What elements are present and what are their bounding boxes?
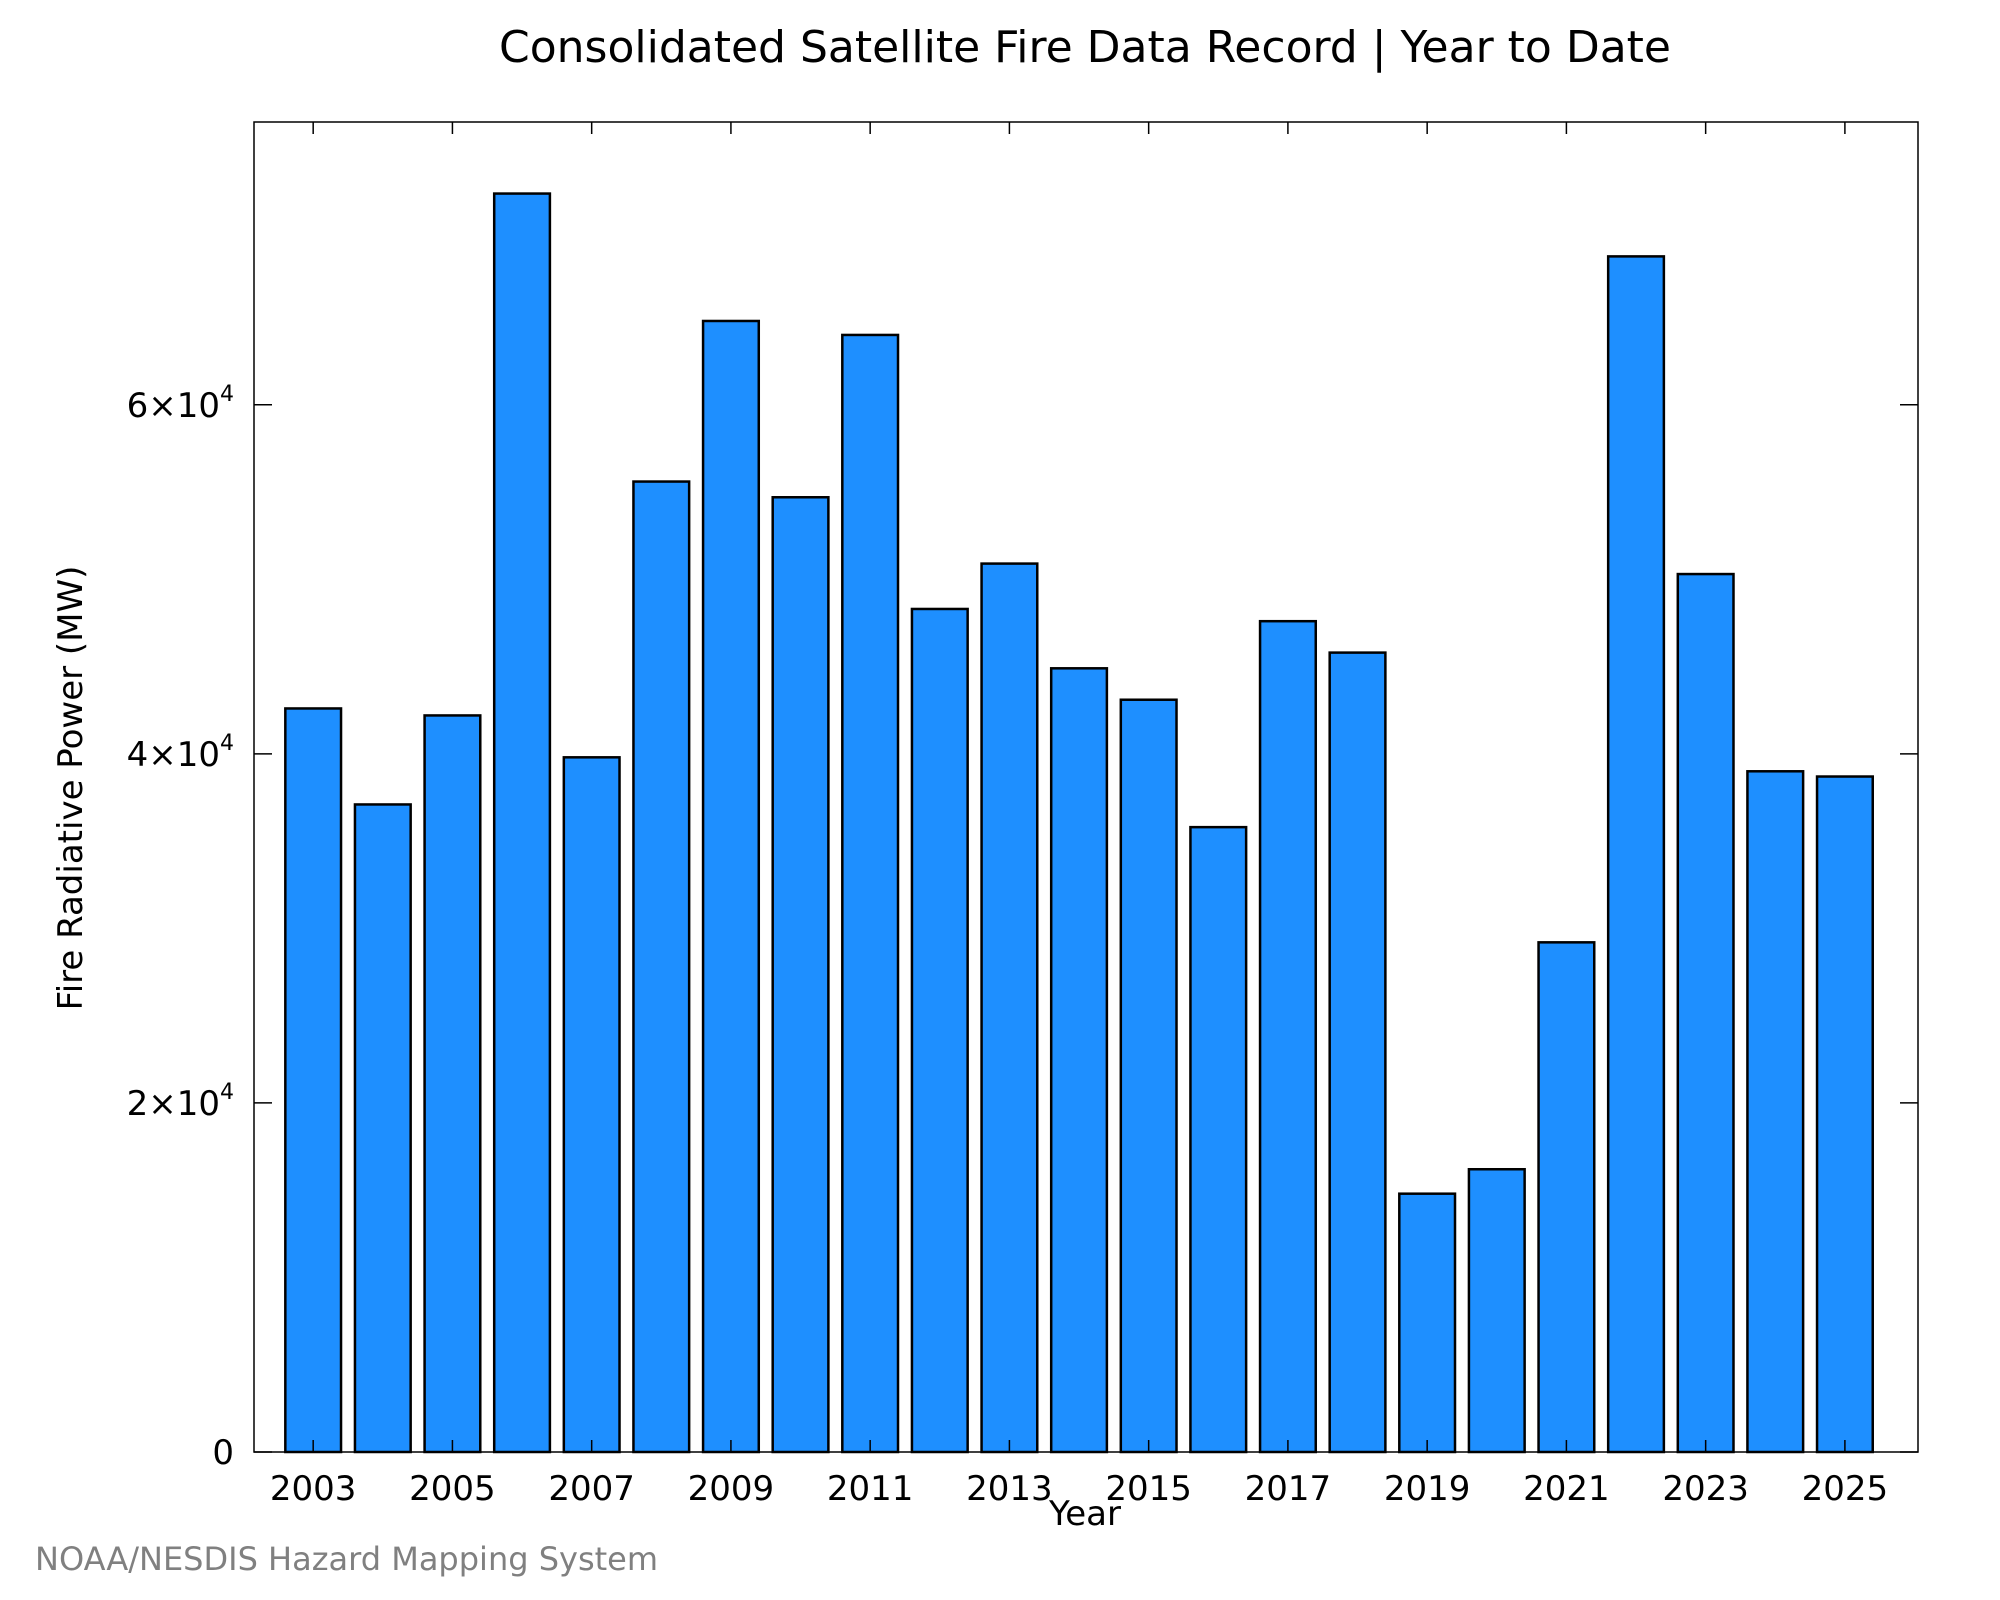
bar-2014 [1049, 667, 1109, 1454]
bar-2003 [284, 707, 343, 1454]
bar-2007 [562, 756, 621, 1454]
y-tick-label-20000: 2×104 [127, 1080, 234, 1124]
x-tick-label-2019: 2019 [1384, 1469, 1471, 1509]
x-tick-label-2017: 2017 [1245, 1469, 1332, 1509]
x-tick-label-2015: 2015 [1105, 1469, 1192, 1509]
x-axis-label: Year [1048, 1494, 1121, 1534]
y-tick-label-0: 0 [212, 1433, 234, 1473]
bar-2022 [1606, 255, 1666, 1454]
bar-2016 [1189, 825, 1248, 1454]
bar-2025 [1815, 775, 1874, 1454]
x-tick-label-2013: 2013 [966, 1469, 1053, 1509]
credit-text: NOAA/NESDIS Hazard Mapping System [35, 1540, 659, 1578]
x-tick-label-2005: 2005 [409, 1469, 496, 1509]
x-tick-label-2011: 2011 [827, 1469, 914, 1509]
bar-2006 [492, 192, 552, 1454]
bar-2009 [701, 319, 761, 1454]
bar-2005 [423, 714, 482, 1454]
plot-frame [253, 121, 1919, 1453]
bar-2018 [1328, 651, 1387, 1454]
x-tick-label-2021: 2021 [1523, 1469, 1610, 1509]
bar-2017 [1258, 619, 1318, 1454]
x-tick-label-2007: 2007 [548, 1469, 635, 1509]
bar-2019 [1398, 1192, 1457, 1454]
x-tick-label-2023: 2023 [1662, 1469, 1749, 1509]
bar-2012 [910, 607, 969, 1454]
bar-2015 [1119, 698, 1178, 1454]
bar-2023 [1676, 572, 1735, 1454]
x-tick-label-2025: 2025 [1802, 1469, 1889, 1509]
y-axis-label: Fire Radiative Power (MW) [51, 566, 91, 1011]
bar-2024 [1746, 770, 1805, 1454]
y-tick-label-60000: 6×104 [127, 382, 234, 426]
bar-2020 [1467, 1167, 1526, 1454]
bar-2021 [1537, 941, 1596, 1454]
x-tick-label-2003: 2003 [270, 1469, 357, 1509]
bar-2011 [841, 333, 900, 1454]
bar-2004 [353, 803, 412, 1454]
bar-2013 [980, 562, 1039, 1454]
x-tick-label-2009: 2009 [688, 1469, 775, 1509]
bars-layer [284, 192, 1874, 1454]
bar-2010 [771, 496, 830, 1454]
y-tick-label-40000: 4×104 [127, 731, 234, 775]
chart-title: Consolidated Satellite Fire Data Record … [499, 22, 1671, 73]
ticks-layer: 2003 2005 2007 2009 2011 2013 2015 2017 2019 2021… [127, 122, 1918, 1509]
bar-2008 [632, 480, 691, 1454]
